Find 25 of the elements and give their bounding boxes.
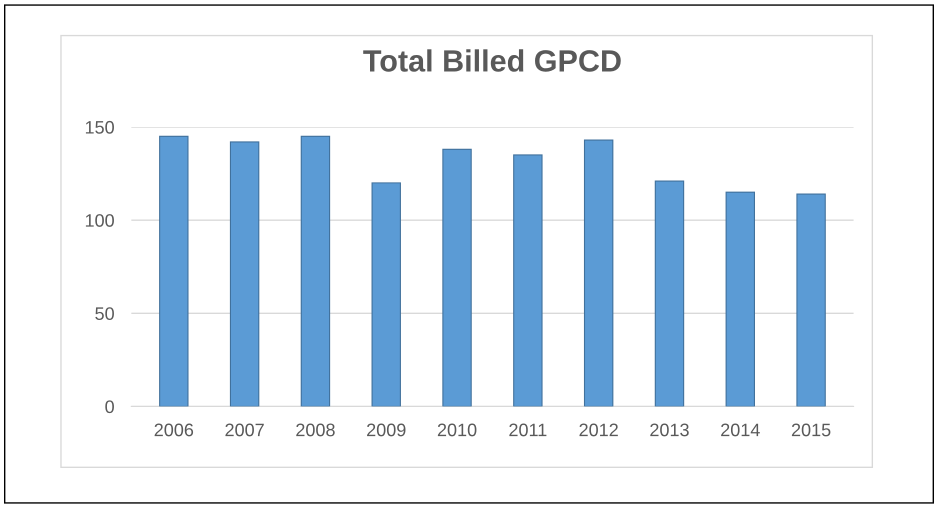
bar [230,141,260,406]
x-tick-label: 2011 [509,424,546,436]
y-tick-label: 150 [86,120,114,134]
bar [442,148,472,406]
chart-title: Total Billed GPCD [363,49,621,72]
bar [300,136,330,406]
bar [726,192,755,406]
x-tick-label: 2007 [225,424,264,436]
x-tick-label: 2015 [792,424,830,436]
y-tick-label: 50 [95,307,114,320]
bar [372,182,401,406]
x-tick-label: 2008 [296,424,335,436]
bar [159,136,189,406]
y-tick-label: 100 [86,214,114,227]
x-tick-label: 2009 [367,424,406,436]
y-tick-label: 0 [105,400,114,414]
x-tick-label: 2006 [154,424,194,436]
x-tick-label: 2014 [721,424,760,436]
x-tick-label: 2012 [579,424,618,436]
x-tick-label: 2010 [438,424,476,436]
x-tick-label: 2013 [650,424,689,436]
bar [513,154,543,406]
bar [796,194,826,406]
bar [584,139,614,406]
bar [654,180,684,406]
